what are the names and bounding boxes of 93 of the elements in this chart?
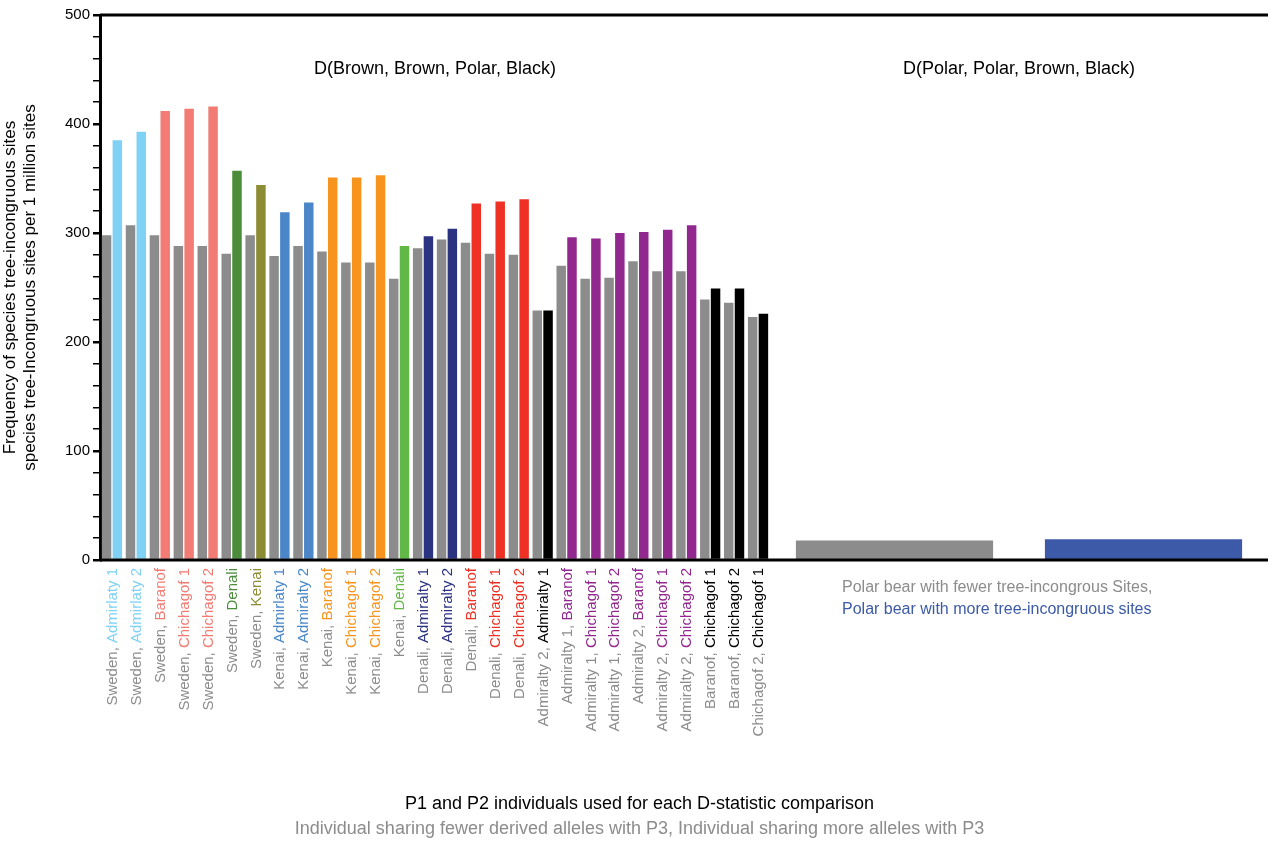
bar xyxy=(101,235,112,559)
x-tick-label: Denali, Admiralty 2 xyxy=(437,568,455,694)
x-tick-label: Admiralty 1, Chichagof 2 xyxy=(605,568,623,732)
text: D(Polar, Polar, Brown, Black) xyxy=(902,57,1136,78)
bar xyxy=(628,261,638,559)
bar xyxy=(471,203,482,559)
x-tick-label: Sweden, Kenai xyxy=(246,568,264,669)
bar xyxy=(293,246,303,559)
x-tick-label: Denali, Chichagof 1 xyxy=(485,568,503,699)
bar xyxy=(256,185,266,559)
bar xyxy=(676,271,686,559)
x-axis-title: P1 and P2 individuals used for each D-statistic comparison xyxy=(403,793,876,814)
x-tick-label: Sweden, Admirlaty 2 xyxy=(126,568,144,706)
x-tick-label: Admiralty 1, Baranof xyxy=(557,568,575,704)
bar xyxy=(280,212,290,559)
bar xyxy=(604,277,614,559)
bar xyxy=(245,235,255,559)
bar xyxy=(327,177,338,559)
x-tick-label: Admiralty 2, Chichagof 2 xyxy=(677,568,695,732)
x-tick-label: Kenai, Denali xyxy=(390,568,408,658)
y-tick-label: 100 xyxy=(64,441,90,459)
x-tick-label: Sweden, Baranof xyxy=(150,568,168,684)
bar xyxy=(686,225,697,559)
x-tick-label: Kenai, Baranof xyxy=(318,568,336,668)
bar xyxy=(304,202,314,559)
bar xyxy=(184,108,194,559)
bar xyxy=(149,235,160,559)
bar xyxy=(112,140,123,559)
bar xyxy=(221,253,231,559)
y-axis-title: Frequency of species tree-incongruous sites species tree-Incongruous sites per 1 million sites xyxy=(0,104,40,471)
bar xyxy=(351,177,362,559)
bar xyxy=(399,246,410,559)
bar xyxy=(747,316,758,559)
x-tick-label: Chichagof 2, Chichagof 1 xyxy=(749,568,767,737)
bar xyxy=(591,238,601,559)
bar xyxy=(639,231,649,559)
bar xyxy=(375,175,386,559)
bar xyxy=(662,229,673,559)
y-tick-label: 400 xyxy=(64,114,90,132)
bar xyxy=(412,248,423,559)
bar xyxy=(365,262,375,559)
bar xyxy=(136,131,147,559)
x-tick-label: Admiralty 1, Chichagof 1 xyxy=(581,568,599,732)
bar xyxy=(197,246,208,559)
x-tick-label: Admiralty 2, Baranof xyxy=(629,568,647,704)
text: Polar bear with more tree-incongruous sites xyxy=(842,600,1152,618)
x-tick-label: Admiralty 2, Chichagof 1 xyxy=(653,568,671,732)
bar xyxy=(495,201,505,559)
bar xyxy=(519,199,529,559)
bar xyxy=(580,278,590,559)
x-tick-label: Denali, Admiralty 1 xyxy=(414,568,432,694)
x-tick-label: Denali, Chichagof 2 xyxy=(509,568,527,699)
bar xyxy=(723,302,734,559)
bar xyxy=(532,310,543,559)
bar xyxy=(484,253,495,559)
bar xyxy=(615,233,625,559)
x-tick-label: Denali, Baranof xyxy=(461,568,479,672)
y-tick-label: 300 xyxy=(64,223,90,241)
bar xyxy=(460,242,471,559)
x-tick-label: Admiralty 2, Admiralty 1 xyxy=(533,568,551,727)
bar xyxy=(341,262,351,559)
bar xyxy=(556,265,566,559)
x-tick-label: Sweden, Chichagof 1 xyxy=(174,568,192,711)
bar xyxy=(160,110,170,559)
x-tick-label: Baranof, Chichagof 2 xyxy=(725,568,743,709)
y-tick-label: 0 xyxy=(81,550,90,568)
x-tick-label: Kenai, Chichagof 1 xyxy=(342,568,360,695)
x-tick-label: Sweden, Denali xyxy=(222,568,240,674)
bar xyxy=(652,271,662,559)
bar xyxy=(388,278,399,559)
bar xyxy=(436,239,447,559)
text: Polar bear with fewer tree-incongrous Sites, xyxy=(842,578,1153,596)
bar xyxy=(232,170,242,559)
bar xyxy=(173,246,184,559)
y-tick-label: 200 xyxy=(64,332,90,350)
bar xyxy=(700,299,710,559)
y-tick-label: 500 xyxy=(64,5,90,23)
bar xyxy=(269,255,279,559)
x-tick-label: Baranof, Chichagof 1 xyxy=(701,568,719,709)
bar xyxy=(508,254,519,559)
bar xyxy=(423,236,434,559)
x-tick-label: Sweden, Chichagof 2 xyxy=(198,568,216,711)
bar xyxy=(208,106,218,559)
text: D(Brown, Brown, Polar, Black) xyxy=(313,57,557,78)
bar xyxy=(317,251,327,559)
bar xyxy=(447,228,458,559)
x-tick-label: Kenai, Admiralty 2 xyxy=(294,568,312,690)
x-tick-label: Kenai, Chichagof 2 xyxy=(366,568,384,695)
text: Individual sharing fewer derived alleles with P3, Individual sharing more alleles with P3 xyxy=(293,818,986,839)
bar xyxy=(125,225,136,559)
bar xyxy=(567,237,577,559)
x-tick-label: Kenai, Admirlaty 1 xyxy=(270,568,288,690)
x-tick-label: Sweden, Admirlaty 1 xyxy=(102,568,120,706)
